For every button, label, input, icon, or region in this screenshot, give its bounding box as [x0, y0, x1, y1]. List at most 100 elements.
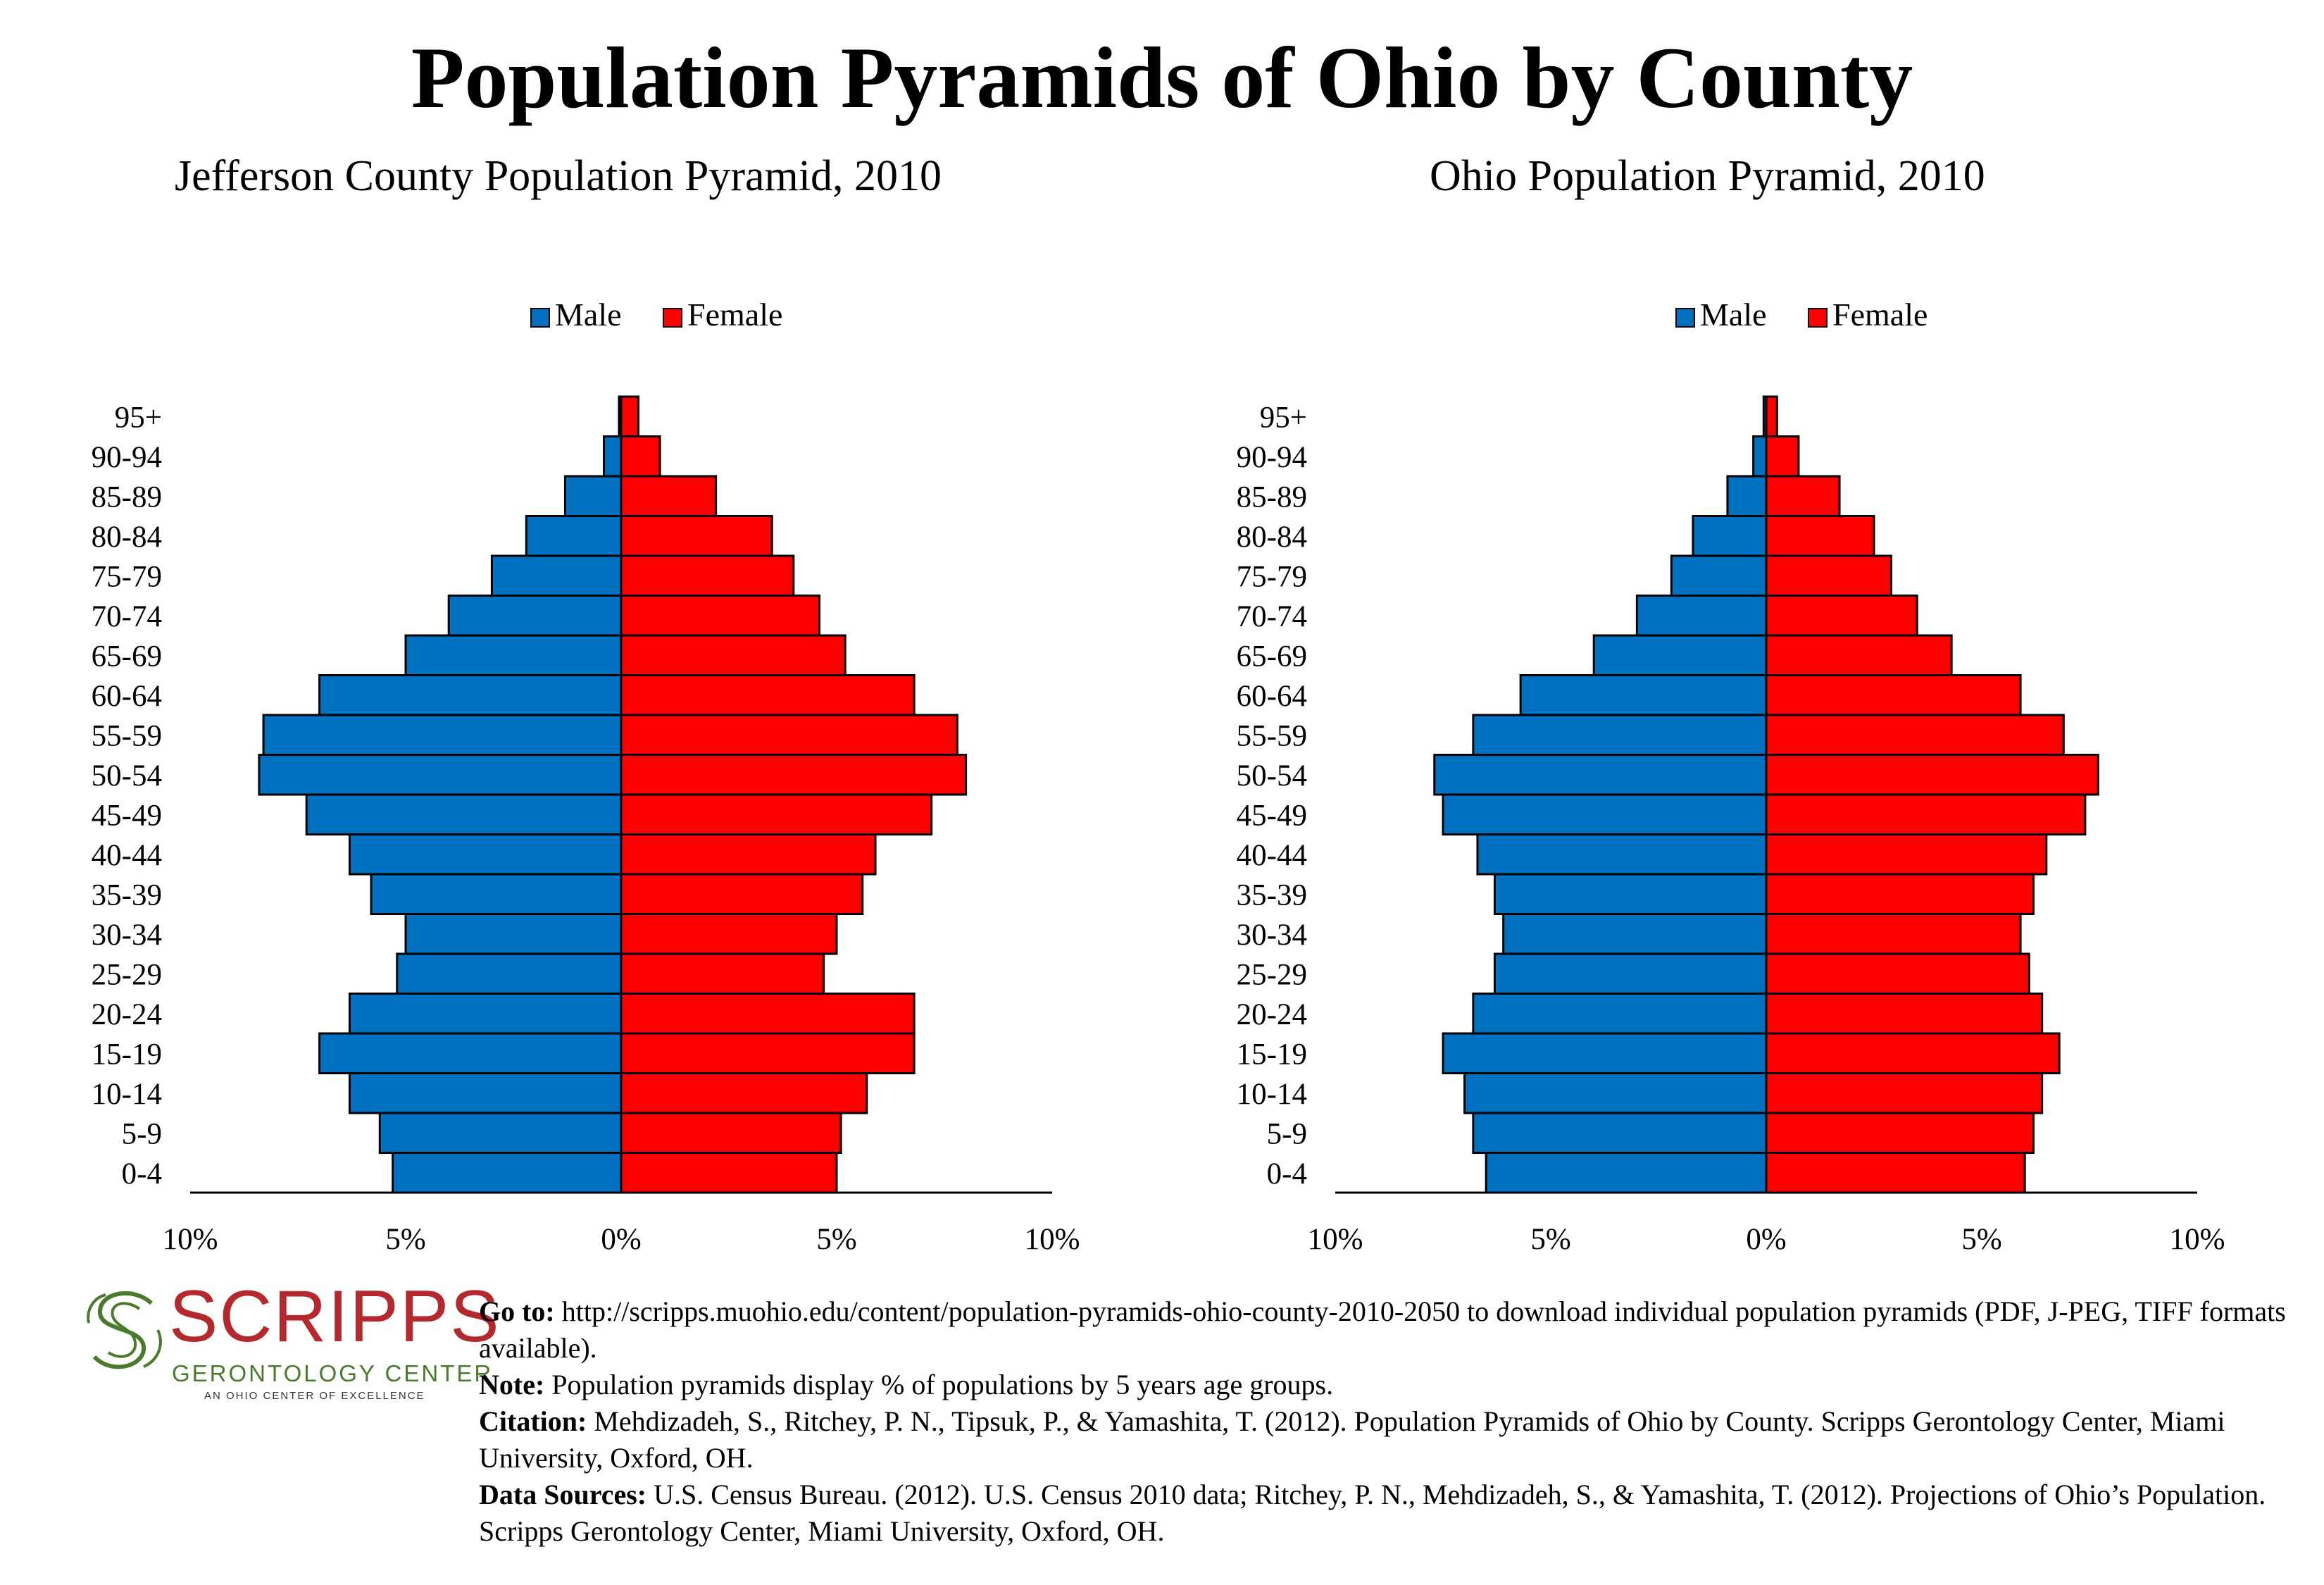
ohio-x-tick-label: 5%	[1530, 1223, 1570, 1256]
jefferson-age-label: 70-74	[92, 600, 162, 633]
jefferson-female-bar-90-94	[620, 435, 661, 478]
jefferson-age-label: 95+	[115, 401, 162, 434]
ohio-female-bar-10-14	[1765, 1072, 2044, 1114]
ohio-legend-male-label: Male	[1700, 297, 1767, 332]
jefferson-male-bar-10-14	[348, 1072, 623, 1114]
jefferson-age-label: 25-29	[92, 958, 162, 991]
jefferson-female-bar-70-74	[620, 595, 821, 637]
ohio-female-bar-80-84	[1765, 515, 1875, 557]
scripps-swirl-icon	[87, 1291, 162, 1369]
jefferson-female-bar-35-39	[620, 873, 864, 915]
ohio-male-bar-90-94	[1752, 435, 1768, 478]
jefferson-female-bar-0-4	[620, 1152, 838, 1194]
jefferson-age-label: 60-64	[92, 680, 162, 713]
jefferson-male-bar-85-89	[563, 475, 623, 517]
jefferson-male-bar-80-84	[525, 515, 623, 557]
ohio-age-label: 30-34	[1237, 919, 1307, 952]
jefferson-age-label: 75-79	[92, 560, 162, 593]
ohio-x-tick-label: 10%	[2170, 1223, 2225, 1256]
note-text: Population pyramids display % of populat…	[544, 1369, 1334, 1400]
citation-note: Citation: Mehdizadeh, S., Ritchey, P. N.…	[479, 1403, 2310, 1477]
jefferson-legend-male-swatch	[530, 308, 550, 328]
goto-label: Go to:	[479, 1295, 555, 1327]
footer-notes: Go to: http://scripps.muohio.edu/content…	[479, 1293, 2310, 1550]
ohio-male-bar-80-84	[1692, 515, 1768, 557]
ohio-male-bar-60-64	[1519, 674, 1768, 716]
ohio-male-bar-55-59	[1472, 714, 1768, 756]
ohio-age-label: 25-29	[1237, 958, 1307, 991]
jefferson-female-bar-55-59	[620, 714, 958, 756]
jefferson-legend-female-label: Female	[687, 297, 782, 332]
jefferson-age-label: 50-54	[92, 759, 162, 792]
jefferson-age-label: 85-89	[92, 480, 162, 514]
ohio-female-bar-35-39	[1765, 873, 2035, 915]
jefferson-female-bar-45-49	[620, 793, 933, 835]
jefferson-male-bar-0-4	[392, 1152, 623, 1194]
ohio-age-label: 5-9	[1267, 1117, 1307, 1150]
ohio-male-bar-40-44	[1476, 833, 1768, 876]
ohio-age-label: 55-59	[1237, 719, 1307, 752]
jefferson-female-bar-10-14	[620, 1072, 868, 1114]
ohio-female-bar-40-44	[1765, 833, 2048, 876]
ohio-male-bar-20-24	[1472, 993, 1768, 1035]
ohio-age-label: 95+	[1260, 401, 1307, 434]
jefferson-age-label: 0-4	[122, 1157, 162, 1191]
jefferson-male-bar-75-79	[490, 554, 623, 597]
jefferson-age-label: 40-44	[92, 839, 162, 872]
ohio-age-label: 0-4	[1267, 1157, 1307, 1191]
ohio-female-bar-50-54	[1765, 754, 2099, 796]
ohio-male-bar-45-49	[1442, 793, 1768, 835]
ohio-age-label: 65-69	[1237, 640, 1307, 673]
ohio-x-tick-label: 0%	[1746, 1223, 1786, 1256]
jefferson-legend-male-label: Male	[555, 297, 622, 332]
goto-text: http://scripps.muohio.edu/content/popula…	[479, 1295, 2286, 1364]
ohio-age-label: 45-49	[1237, 799, 1307, 832]
ohio-female-bar-0-4	[1765, 1152, 2026, 1194]
ohio-male-bar-85-89	[1726, 475, 1768, 517]
jefferson-x-tick-label: 10%	[163, 1223, 218, 1256]
ohio-male-bar-10-14	[1463, 1072, 1768, 1114]
ohio-female-bar-30-34	[1765, 913, 2022, 955]
jefferson-female-bar-50-54	[620, 754, 968, 796]
jefferson-male-bar-65-69	[404, 634, 623, 676]
jefferson-female-bar-60-64	[620, 674, 916, 716]
ohio-female-bar-95+	[1765, 395, 1778, 437]
jefferson-male-bar-5-9	[378, 1112, 623, 1154]
jefferson-female-bar-65-69	[620, 634, 846, 676]
ohio-age-label: 70-74	[1237, 600, 1307, 633]
ohio-male-bar-0-4	[1485, 1152, 1768, 1194]
ohio-age-label: 50-54	[1237, 759, 1307, 792]
jefferson-male-bar-15-19	[318, 1032, 623, 1074]
jefferson-x-tick-label: 5%	[385, 1223, 425, 1256]
ohio-male-bar-25-29	[1493, 952, 1768, 995]
jefferson-legend-female-swatch	[663, 308, 682, 328]
sources-label: Data Sources:	[479, 1479, 647, 1510]
jefferson-age-label: 5-9	[122, 1117, 162, 1150]
jefferson-female-bar-75-79	[620, 554, 795, 597]
jefferson-male-bar-25-29	[396, 952, 623, 995]
jefferson-male-bar-60-64	[318, 674, 623, 716]
jefferson-male-bar-90-94	[603, 435, 623, 478]
ohio-age-label: 80-84	[1237, 521, 1307, 554]
jefferson-male-bar-70-74	[447, 595, 623, 637]
jefferson-female-bar-30-34	[620, 913, 838, 955]
citation-label: Citation:	[479, 1405, 587, 1437]
ohio-age-label: 90-94	[1237, 441, 1307, 474]
ohio-legend-male-swatch	[1675, 308, 1695, 328]
ohio-female-bar-55-59	[1765, 714, 2065, 756]
jefferson-age-label: 30-34	[92, 919, 162, 952]
ohio-age-label: 15-19	[1237, 1038, 1307, 1071]
ohio-male-bar-5-9	[1472, 1112, 1768, 1154]
pyramid-charts: 95+ 90-94 85-89 80-84 75-79 70-74 65-69 60-64 55…	[92, 297, 2225, 1256]
jefferson-age-label: 35-39	[92, 878, 162, 912]
ohio-male-bar-50-54	[1433, 754, 1768, 796]
jefferson-chart-title: Jefferson County Population Pyramid, 201…	[175, 152, 942, 200]
jefferson-x-tick-label: 10%	[1025, 1223, 1080, 1256]
ohio-chart-title: Ohio Population Pyramid, 2010	[1430, 152, 1985, 200]
logo-tagline: AN OHIO CENTER OF EXCELLENCE	[204, 1390, 425, 1402]
jefferson-age-label: 55-59	[92, 719, 162, 752]
sources-note: Data Sources: U.S. Census Bureau. (2012)…	[479, 1477, 2310, 1550]
ohio-x-tick-label: 10%	[1308, 1223, 1363, 1256]
jefferson-age-label: 10-14	[92, 1078, 162, 1111]
ohio-female-bar-65-69	[1765, 634, 1953, 676]
